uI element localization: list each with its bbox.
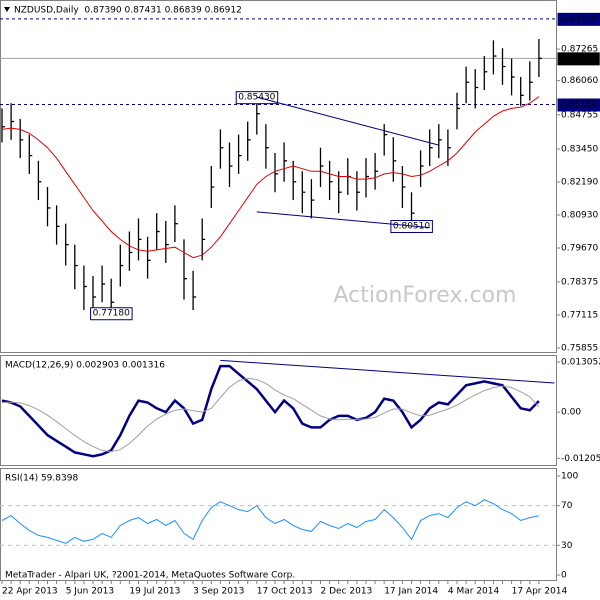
- moving-average: [1, 96, 540, 259]
- trendline: [256, 211, 430, 229]
- level-label-box: [557, 98, 600, 112]
- current-price-label-box: [557, 52, 600, 66]
- callout-label: 0.80510: [393, 222, 430, 232]
- y-tick-label: 0.80930: [561, 211, 598, 221]
- y-tick-label: 0.83450: [561, 145, 598, 155]
- level-label: 0.85150: [560, 100, 597, 110]
- y-tick-label: 0.84755: [561, 110, 598, 120]
- trendline: [256, 96, 439, 146]
- macd-panel: [0, 355, 557, 466]
- x-tick-label: 17 Jan 2014: [384, 587, 438, 597]
- y-tick-label: 100: [561, 471, 578, 481]
- y-tick-label: -0.012056: [561, 454, 600, 464]
- panel-title: RSI(14) 59.8398: [5, 474, 78, 484]
- callout-label-box: [90, 307, 133, 321]
- y-tick-label: 70: [561, 501, 573, 511]
- level-label: 0.88420: [560, 14, 597, 24]
- callout-label-box: [390, 220, 433, 234]
- x-tick-label: 22 Apr 2013: [2, 587, 58, 597]
- x-tick-label: 4 Mar 2014: [448, 587, 500, 597]
- y-tick-label: 0.78375: [561, 277, 598, 287]
- y-tick-label: 0.82190: [561, 178, 598, 188]
- x-tick-label: 5 Jun 2013: [66, 587, 114, 597]
- current-price-label: 0.86912: [560, 54, 597, 64]
- level-label-box: [557, 12, 600, 26]
- y-tick-label: 0.86060: [561, 76, 598, 86]
- rsi-panel: [0, 468, 557, 581]
- y-tick-label: 0.013052: [561, 358, 600, 368]
- trendline: [220, 359, 555, 384]
- y-tick-label: 0: [561, 571, 567, 581]
- indicator-line: [1, 377, 540, 453]
- y-tick-label: 30: [561, 541, 573, 551]
- x-tick-label: 19 Jul 2013: [129, 587, 180, 597]
- y-tick-label: 0.00: [561, 408, 581, 418]
- menu-arrow: [4, 7, 10, 12]
- indicator-line: [1, 364, 540, 458]
- callout-label: 0.77180: [93, 309, 130, 319]
- y-tick-label: 0.77115: [561, 310, 598, 320]
- y-tick-label: 0.75855: [561, 343, 598, 353]
- x-tick-label: 17 Oct 2013: [257, 587, 313, 597]
- y-tick-label: 0.79670: [561, 244, 598, 254]
- y-tick-label: 0.87265: [561, 45, 598, 55]
- panel-title: MACD(12,26,9) 0.002903 0.001316: [5, 361, 165, 371]
- x-tick-label: 17 Apr 2014: [512, 587, 568, 597]
- panel-title: NZDUSD,Daily 0.87390 0.87431 0.86839 0.8…: [14, 6, 242, 16]
- x-tick-label: 2 Dec 2013: [321, 587, 373, 597]
- price-panel: [0, 0, 557, 353]
- indicator-line: [1, 499, 539, 544]
- x-tick-label: 3 Sep 2013: [193, 587, 244, 597]
- footer: MetaTrader - Alpari UK, ?2001-2014, Meta…: [5, 571, 295, 581]
- watermark: ActionForex.com: [334, 283, 517, 308]
